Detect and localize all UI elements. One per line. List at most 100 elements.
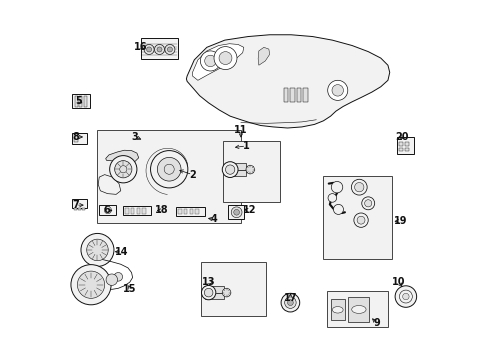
Circle shape (394, 286, 416, 307)
Circle shape (204, 55, 216, 67)
Bar (189, 209, 193, 215)
Bar (405, 148, 408, 151)
Circle shape (144, 44, 154, 54)
Bar (72, 199, 86, 208)
Bar (284, 88, 287, 102)
Text: 3: 3 (131, 132, 138, 142)
Circle shape (281, 293, 299, 312)
Bar (142, 208, 145, 214)
Circle shape (331, 85, 343, 96)
Bar (228, 205, 244, 220)
Text: 2: 2 (189, 170, 196, 180)
Text: 19: 19 (393, 216, 407, 226)
Text: 20: 20 (395, 132, 408, 142)
Circle shape (354, 183, 363, 192)
Bar (97, 130, 241, 223)
Bar (323, 176, 391, 259)
Circle shape (327, 80, 347, 100)
Circle shape (150, 150, 187, 188)
Circle shape (222, 162, 238, 177)
Circle shape (225, 165, 234, 174)
Circle shape (81, 233, 114, 266)
Ellipse shape (332, 307, 343, 313)
Circle shape (245, 165, 254, 174)
Text: 17: 17 (283, 293, 297, 303)
Bar (78, 208, 81, 211)
Bar (123, 206, 151, 215)
Circle shape (364, 200, 371, 207)
Circle shape (327, 194, 336, 202)
Circle shape (231, 207, 242, 218)
Bar (99, 205, 116, 215)
Circle shape (287, 300, 293, 306)
Bar (290, 88, 294, 102)
Circle shape (109, 156, 137, 183)
Circle shape (356, 216, 364, 224)
Circle shape (114, 273, 122, 281)
Circle shape (214, 46, 237, 69)
Bar (83, 96, 87, 107)
Text: 7: 7 (72, 200, 79, 210)
Text: 5: 5 (75, 96, 82, 106)
Circle shape (201, 285, 215, 300)
Circle shape (333, 204, 343, 215)
Bar (201, 262, 265, 316)
Text: 10: 10 (391, 277, 405, 287)
Circle shape (200, 51, 220, 71)
Circle shape (104, 207, 111, 214)
Text: 14: 14 (115, 247, 128, 257)
Circle shape (115, 161, 132, 178)
Text: 9: 9 (373, 319, 380, 328)
Text: 8: 8 (72, 132, 79, 142)
Text: 4: 4 (210, 215, 217, 224)
Text: 18: 18 (155, 206, 168, 216)
Text: 11: 11 (234, 125, 247, 135)
Text: 15: 15 (123, 284, 136, 294)
Circle shape (157, 47, 162, 52)
Circle shape (402, 293, 408, 300)
Circle shape (330, 181, 342, 193)
Bar (131, 208, 134, 214)
Bar (176, 207, 204, 216)
Bar (183, 209, 187, 215)
Bar (296, 88, 301, 102)
Ellipse shape (351, 306, 366, 314)
Circle shape (164, 164, 174, 174)
Bar (405, 142, 408, 146)
Circle shape (71, 265, 111, 305)
Bar (225, 163, 245, 176)
Circle shape (86, 239, 108, 261)
Bar (74, 134, 78, 142)
Bar (330, 299, 344, 320)
Circle shape (157, 157, 181, 181)
Bar (396, 137, 413, 154)
Polygon shape (192, 44, 244, 80)
Bar (72, 133, 86, 144)
Bar (140, 38, 178, 59)
Bar (195, 209, 199, 215)
Bar (204, 286, 223, 299)
Circle shape (77, 271, 104, 298)
Circle shape (222, 288, 230, 297)
Circle shape (167, 47, 172, 52)
Circle shape (351, 179, 366, 195)
Bar (399, 142, 402, 146)
Bar (74, 208, 77, 211)
Bar (82, 208, 85, 211)
Bar (303, 88, 307, 102)
Bar (74, 96, 78, 107)
Polygon shape (98, 175, 121, 194)
Circle shape (219, 51, 231, 64)
Polygon shape (105, 150, 139, 162)
Circle shape (353, 213, 367, 227)
Text: 12: 12 (243, 206, 256, 216)
Bar (79, 96, 82, 107)
Circle shape (361, 197, 374, 210)
Bar (326, 291, 387, 327)
Circle shape (146, 47, 151, 52)
Circle shape (233, 210, 239, 215)
Circle shape (106, 274, 117, 285)
Circle shape (154, 44, 164, 54)
Polygon shape (186, 35, 389, 128)
Bar (72, 94, 89, 108)
